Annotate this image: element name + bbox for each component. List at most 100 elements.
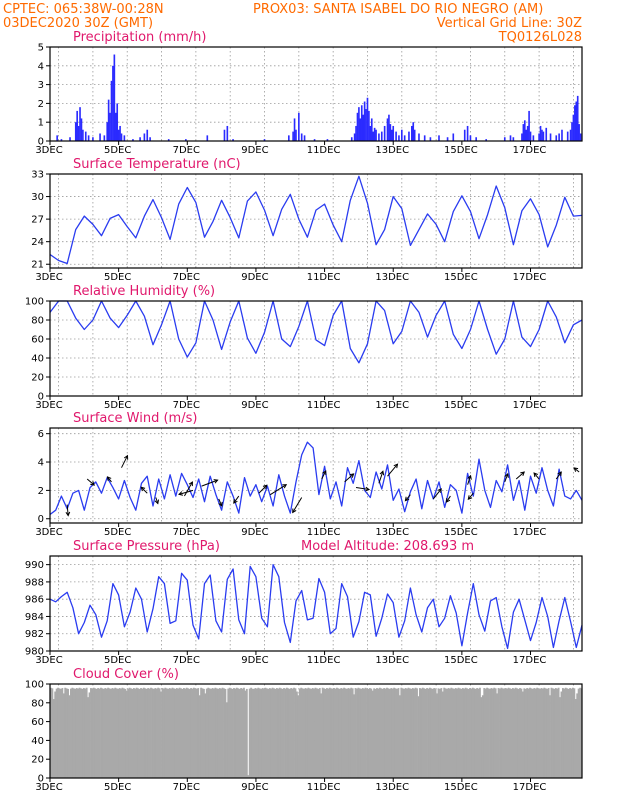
cloud-bar: [574, 699, 577, 778]
cloud-bar: [180, 688, 182, 778]
precip-bar: [355, 125, 357, 141]
cloud-bar: [168, 688, 171, 778]
cloud-bar: [530, 688, 533, 778]
precip-bar: [549, 133, 552, 141]
cloud-bar: [474, 688, 477, 778]
cloud-bar: [64, 687, 67, 778]
cloud-bar: [576, 693, 579, 778]
precip-bar: [368, 110, 370, 141]
cloud-bar: [162, 688, 165, 778]
cloud-bar: [459, 688, 461, 778]
precip-xtick-label: 13DEC: [375, 145, 409, 156]
cloud-bar: [364, 687, 367, 778]
precip-bar: [114, 112, 117, 141]
precip-bar: [60, 139, 63, 141]
cloud-bar: [534, 688, 537, 778]
cloud-bar: [520, 688, 523, 778]
cloud-bar: [428, 687, 431, 778]
precip-bar: [521, 133, 523, 141]
precip-bar: [365, 109, 367, 141]
precip-bar: [132, 139, 134, 141]
precip-bar: [403, 135, 406, 141]
wind-arrow: [355, 486, 371, 492]
precip-bar: [106, 122, 109, 141]
precip-title: Precipitation (mm/h): [73, 30, 206, 45]
cloud-bar: [300, 687, 303, 778]
precip-ytick-label: 2: [38, 99, 44, 110]
cloud-bar: [74, 688, 77, 778]
precip-bar: [372, 131, 375, 141]
wind-arrow: [86, 478, 95, 486]
cloud-bar: [388, 688, 391, 778]
cloud-bar: [337, 688, 340, 778]
cloud-bar: [280, 688, 283, 778]
cloud-bar: [111, 688, 114, 778]
press-xtick-label: 3DEC: [35, 655, 62, 666]
cloud-bar: [403, 688, 406, 778]
precip-bar: [525, 129, 528, 141]
cloud-bar: [172, 688, 175, 778]
wind-arrow: [445, 495, 451, 503]
cloud-bar: [181, 688, 184, 778]
cloud-bar: [443, 687, 446, 778]
wind-arrow: [344, 473, 355, 483]
cloud-bar: [516, 688, 519, 778]
cloud-bar: [357, 687, 360, 778]
cloud-xtick-label: 17DEC: [513, 782, 547, 793]
temp-ytick-label: 30: [31, 192, 44, 203]
cloud-xtick-label: 5DEC: [104, 782, 131, 793]
cloud-bar: [167, 688, 170, 778]
cloud-bar: [241, 688, 244, 778]
cloud-bar: [383, 688, 386, 778]
cloud-bar: [367, 688, 370, 778]
precip-bar: [386, 118, 389, 141]
press-subtitle: Model Altitude: 208.693 m: [301, 539, 474, 554]
cloud-bar: [134, 688, 137, 778]
cloud-bar: [326, 688, 328, 778]
cloud-bar: [234, 688, 237, 778]
precip-bar: [300, 133, 303, 141]
cloud-bar: [97, 688, 100, 778]
cloud-bar: [476, 688, 479, 778]
cloud-bar: [250, 687, 253, 778]
precip-bar: [375, 129, 377, 141]
precip-bar: [143, 133, 146, 141]
cloud-bar: [110, 688, 112, 778]
cloud-bar: [386, 687, 388, 778]
cloud-bar: [410, 688, 413, 778]
precip-bar: [411, 125, 413, 141]
cloud-bar: [191, 688, 194, 778]
cloud-bar: [497, 688, 500, 778]
cloud-bar: [567, 688, 570, 778]
rh-title: Relative Humidity (%): [73, 284, 215, 299]
cloud-bar: [240, 688, 243, 778]
cloud-bar: [238, 688, 241, 778]
precip-bar: [293, 118, 296, 141]
precip-bar: [578, 124, 580, 141]
cloud-bar: [311, 688, 314, 778]
cloud-bar: [430, 688, 433, 778]
cloud-bar: [100, 687, 102, 778]
rh-ytick-label: 80: [31, 316, 44, 327]
cloud-bar: [571, 687, 574, 778]
cloud-bar: [144, 688, 147, 778]
cloud-bar: [115, 688, 118, 778]
precip-bar: [107, 99, 110, 141]
precip-bar: [350, 137, 353, 141]
cloud-bar: [228, 687, 231, 778]
cloud-bar: [317, 688, 320, 778]
rh-xtick-label: 3DEC: [35, 400, 62, 411]
cloud-bar: [87, 697, 90, 778]
cloud-bar: [344, 688, 347, 778]
cloud-bar: [527, 688, 530, 778]
press-line: [49, 563, 583, 650]
precip-xtick-label: 15DEC: [444, 145, 478, 156]
precip-bar: [526, 125, 529, 141]
precip-bar: [119, 125, 121, 141]
cloud-bar: [147, 688, 150, 778]
press-panel: Surface Pressure (hPa) Model Altitude: 20…: [25, 539, 583, 666]
cloud-ytick-label: 40: [31, 736, 44, 747]
press-ytick-label: 990: [25, 560, 44, 571]
precip-bar: [389, 124, 392, 141]
cloud-bar: [221, 687, 224, 778]
